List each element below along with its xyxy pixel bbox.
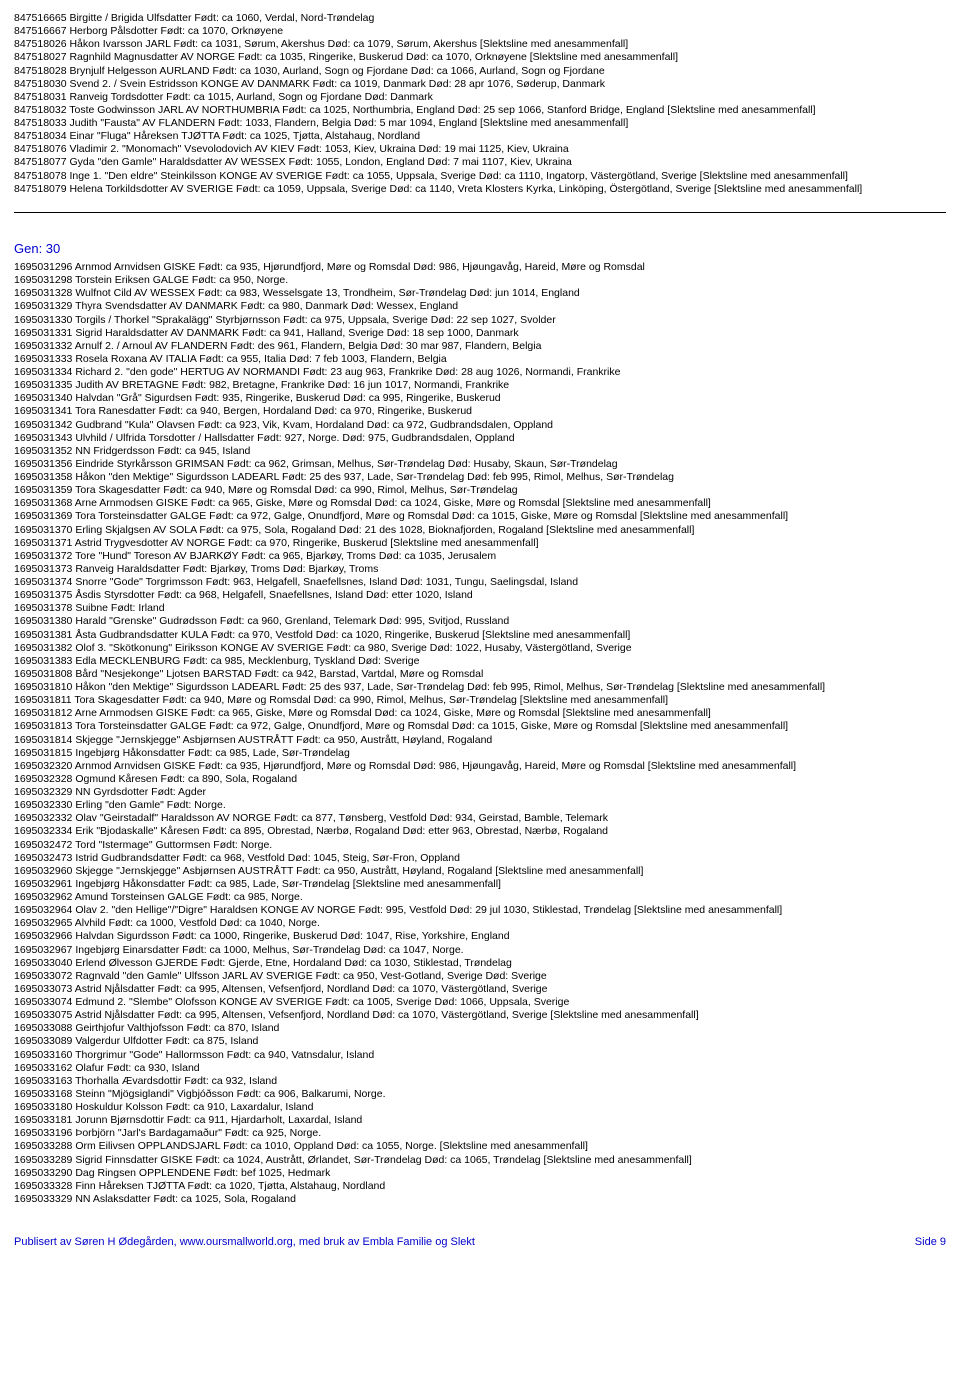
genealogy-entry: 1695031343 Ulvhild / Ulfrida Torsdotter …: [14, 432, 946, 445]
footer-publisher: Publisert av Søren H Ødegården, www.ours…: [14, 1236, 475, 1250]
genealogy-entry: 1695031813 Tora Torsteinsdatter GALGE Fø…: [14, 720, 946, 733]
genealogy-entry: 847516667 Herborg Pålsdotter Født: ca 10…: [14, 25, 946, 38]
genealogy-entry: 1695031331 Sigrid Haraldsdatter AV DANMA…: [14, 327, 946, 340]
genealogy-entry: 1695031811 Tora Skagesdatter Født: ca 94…: [14, 694, 946, 707]
genealogy-entry: 1695031381 Åsta Gudbrandsdatter KULA Fød…: [14, 629, 946, 642]
genealogy-entry: 1695033075 Astrid Njålsdatter Født: ca 9…: [14, 1009, 946, 1022]
genealogy-entry: 1695032960 Skjegge "Jernskjegge" Asbjørn…: [14, 865, 946, 878]
genealogy-entry: 1695033289 Sigrid Finnsdatter GISKE Født…: [14, 1154, 946, 1167]
genealogy-entry: 1695033160 Thorgrimur "Gode" Hallormsson…: [14, 1049, 946, 1062]
genealogy-entry: 1695033329 NN Aslaksdatter Født: ca 1025…: [14, 1193, 946, 1206]
genealogy-entry: 1695031341 Tora Ranesdatter Født: ca 940…: [14, 405, 946, 418]
genealogy-entry: 1695031342 Gudbrand "Kula" Olavsen Født:…: [14, 419, 946, 432]
genealogy-entry: 1695033073 Astrid Njålsdatter Født: ca 9…: [14, 983, 946, 996]
genealogy-block-1: 847516665 Birgitte / Brigida Ulfsdatter …: [14, 12, 946, 196]
genealogy-entry: 1695033180 Hoskuldur Kolsson Født: ca 91…: [14, 1101, 946, 1114]
genealogy-entry: 1695031812 Arne Arnmodsen GISKE Født: ca…: [14, 707, 946, 720]
genealogy-entry: 1695031374 Snorre "Gode" Torgrimsson Fød…: [14, 576, 946, 589]
genealogy-entry: 1695031814 Skjegge "Jernskjegge" Asbjørn…: [14, 734, 946, 747]
genealogy-entry: 1695031378 Suibne Født: Irland: [14, 602, 946, 615]
genealogy-entry: 847518076 Vladimir 2. "Monomach" Vsevolo…: [14, 143, 946, 156]
genealogy-entry: 1695031330 Torgils / Thorkel "Sprakalägg…: [14, 314, 946, 327]
genealogy-entry: 1695033168 Steinn "Mjögsiglandi" Vigbjóð…: [14, 1088, 946, 1101]
genealogy-entry: 1695033181 Jorunn Bjørnsdottir Født: ca …: [14, 1114, 946, 1127]
genealogy-entry: 1695033089 Valgerdur Ulfdotter Født: ca …: [14, 1035, 946, 1048]
section-divider: [14, 212, 946, 213]
genealogy-entry: 1695031329 Thyra Svendsdatter AV DANMARK…: [14, 300, 946, 313]
genealogy-entry: 1695031332 Arnulf 2. / Arnoul AV FLANDER…: [14, 340, 946, 353]
genealogy-entry: 1695031340 Halvdan "Grå" Sigurdsen Født:…: [14, 392, 946, 405]
genealogy-entry: 1695031352 NN Fridgerdsson Født: ca 945,…: [14, 445, 946, 458]
genealogy-entry: 1695031356 Eindride Styrkårsson GRIMSAN …: [14, 458, 946, 471]
generation-header: Gen: 30: [14, 241, 946, 257]
genealogy-entry: 847518028 Brynjulf Helgesson AURLAND Fød…: [14, 65, 946, 78]
genealogy-entry: 1695031335 Judith AV BRETAGNE Født: 982,…: [14, 379, 946, 392]
genealogy-entry: 1695031815 Ingebjørg Håkonsdatter Født: …: [14, 747, 946, 760]
genealogy-entry: 1695031373 Ranveig Haraldsdatter Født: B…: [14, 563, 946, 576]
genealogy-entry: 1695033196 Þorbjörn "Jarl's Bardagamaður…: [14, 1127, 946, 1140]
genealogy-entry: 1695032473 Istrid Gudbrandsdatter Født: …: [14, 852, 946, 865]
genealogy-entry: 1695033163 Thorhalla Ævardsdottir Født: …: [14, 1075, 946, 1088]
genealogy-entry: 1695031359 Tora Skagesdatter Født: ca 94…: [14, 484, 946, 497]
genealogy-entry: 1695033162 Olafur Født: ca 930, Island: [14, 1062, 946, 1075]
genealogy-entry: 847518033 Judith "Fausta" AV FLANDERN Fø…: [14, 117, 946, 130]
genealogy-entry: 1695033040 Erlend Ølvesson GJERDE Født: …: [14, 957, 946, 970]
genealogy-entry: 1695031810 Håkon "den Mektige" Sigurdsso…: [14, 681, 946, 694]
genealogy-entry: 1695031383 Edla MECKLENBURG Født: ca 985…: [14, 655, 946, 668]
genealogy-entry: 1695033088 Geirthjofur Valthjofsson Født…: [14, 1022, 946, 1035]
genealogy-entry: 847518027 Ragnhild Magnusdatter AV NORGE…: [14, 51, 946, 64]
genealogy-entry: 1695032320 Arnmod Arnvidsen GISKE Født: …: [14, 760, 946, 773]
genealogy-entry: 1695031334 Richard 2. "den gode" HERTUG …: [14, 366, 946, 379]
genealogy-entry: 1695031298 Torstein Eriksen GALGE Født: …: [14, 274, 946, 287]
genealogy-entry: 1695031371 Astrid Trygvesdotter AV NORGE…: [14, 537, 946, 550]
genealogy-entry: 1695032965 Alvhild Født: ca 1000, Vestfo…: [14, 917, 946, 930]
genealogy-entry: 847518031 Ranveig Tordsdotter Født: ca 1…: [14, 91, 946, 104]
genealogy-entry: 1695031808 Bård "Nesjekonge" Ljotsen BAR…: [14, 668, 946, 681]
genealogy-entry: 1695033072 Ragnvald "den Gamle" Ulfsson …: [14, 970, 946, 983]
genealogy-entry: 1695033074 Edmund 2. "Slembe" Olofsson K…: [14, 996, 946, 1009]
genealogy-entry: 847518034 Einar "Fluga" Håreksen TJØTTA …: [14, 130, 946, 143]
genealogy-entry: 1695032332 Olav "Geirstadalf" Haraldsson…: [14, 812, 946, 825]
genealogy-entry: 1695032967 Ingebjørg Einarsdatter Født: …: [14, 944, 946, 957]
genealogy-entry: 1695031296 Arnmod Arnvidsen GISKE Født: …: [14, 261, 946, 274]
genealogy-entry: 847518026 Håkon Ivarsson JARL Født: ca 1…: [14, 38, 946, 51]
genealogy-entry: 1695031375 Åsdis Styrsdotter Født: ca 96…: [14, 589, 946, 602]
genealogy-entry: 1695032472 Tord "Istermage" Guttormsen F…: [14, 839, 946, 852]
genealogy-entry: 847518077 Gyda "den Gamle" Haraldsdatter…: [14, 156, 946, 169]
genealogy-entry: 847518030 Svend 2. / Svein Estridsson KO…: [14, 78, 946, 91]
genealogy-entry: 1695031333 Rosela Roxana AV ITALIA Født:…: [14, 353, 946, 366]
genealogy-entry: 1695031368 Arne Arnmodsen GISKE Født: ca…: [14, 497, 946, 510]
genealogy-entry: 1695033288 Orm Eilivsen OPPLANDSJARL Fød…: [14, 1140, 946, 1153]
footer-page-number: Side 9: [915, 1236, 946, 1250]
genealogy-entry: 1695031380 Harald "Grenske" Gudrødsson F…: [14, 615, 946, 628]
genealogy-entry: 1695032330 Erling "den Gamle" Født: Norg…: [14, 799, 946, 812]
genealogy-entry: 1695032334 Erik "Bjodaskalle" Kåresen Fø…: [14, 825, 946, 838]
genealogy-entry: 847516665 Birgitte / Brigida Ulfsdatter …: [14, 12, 946, 25]
genealogy-entry: 847518079 Helena Torkildsdotter AV SVERI…: [14, 183, 946, 196]
genealogy-entry: 847518032 Toste Godwinsson JARL AV NORTH…: [14, 104, 946, 117]
genealogy-entry: 1695031370 Erling Skjalgsen AV SOLA Født…: [14, 524, 946, 537]
genealogy-entry: 1695032329 NN Gyrdsdotter Født: Agder: [14, 786, 946, 799]
genealogy-block-2: 1695031296 Arnmod Arnvidsen GISKE Født: …: [14, 261, 946, 1206]
genealogy-entry: 1695033328 Finn Håreksen TJØTTA Født: ca…: [14, 1180, 946, 1193]
genealogy-entry: 847518078 Inge 1. "Den eldre" Steinkilss…: [14, 170, 946, 183]
genealogy-entry: 1695032966 Halvdan Sigurdsson Født: ca 1…: [14, 930, 946, 943]
genealogy-entry: 1695031372 Tore "Hund" Toreson AV BJARKØ…: [14, 550, 946, 563]
genealogy-entry: 1695031382 Olof 3. "Skötkonung" Eiriksso…: [14, 642, 946, 655]
genealogy-entry: 1695032964 Olav 2. "den Hellige"/"Digre"…: [14, 904, 946, 917]
genealogy-entry: 1695033290 Dag Ringsen OPPLENDENE Født: …: [14, 1167, 946, 1180]
page-footer: Publisert av Søren H Ødegården, www.ours…: [14, 1236, 946, 1250]
genealogy-entry: 1695032962 Amund Torsteinsen GALGE Født:…: [14, 891, 946, 904]
genealogy-entry: 1695031328 Wulfnot Cild AV WESSEX Født: …: [14, 287, 946, 300]
genealogy-entry: 1695032328 Ogmund Kåresen Født: ca 890, …: [14, 773, 946, 786]
genealogy-entry: 1695031358 Håkon "den Mektige" Sigurdsso…: [14, 471, 946, 484]
genealogy-entry: 1695031369 Tora Torsteinsdatter GALGE Fø…: [14, 510, 946, 523]
genealogy-entry: 1695032961 Ingebjørg Håkonsdatter Født: …: [14, 878, 946, 891]
